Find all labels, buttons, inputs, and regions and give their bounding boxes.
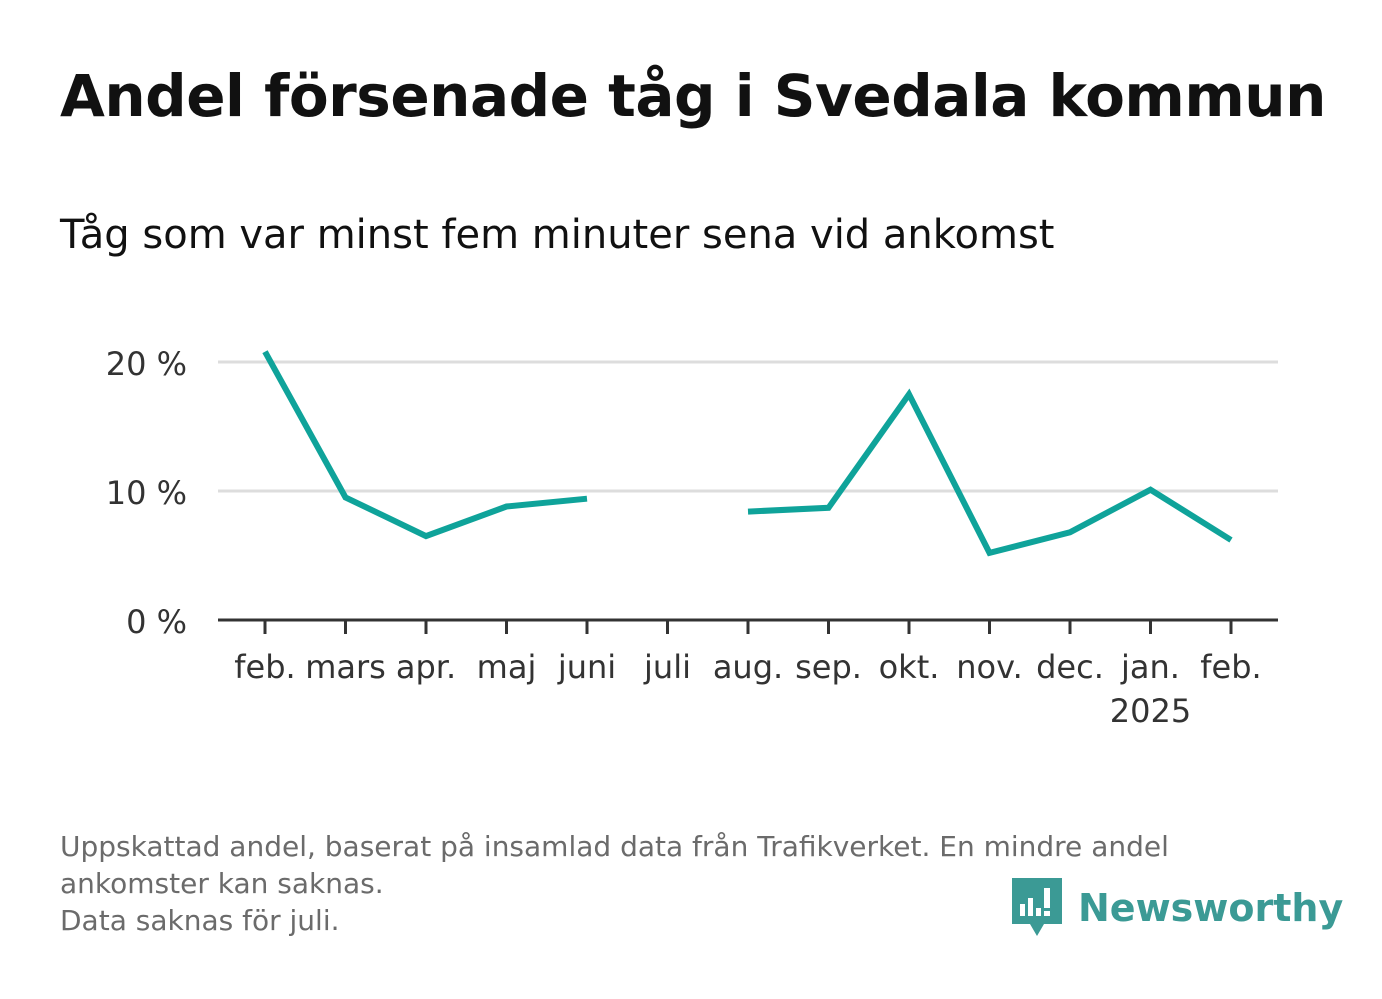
x-tick-label: maj [477, 648, 537, 686]
x-year-label: 2025 [1110, 692, 1191, 730]
x-tick-label: apr. [396, 648, 456, 686]
newsworthy-logo-icon [1012, 878, 1062, 936]
x-tick-label: juli [643, 648, 691, 686]
x-tick-label: dec. [1036, 648, 1104, 686]
x-tick-label: nov. [956, 648, 1022, 686]
chart-title: Andel försenade tåg i Svedala kommun [60, 62, 1326, 130]
x-axis [218, 618, 1278, 634]
newsworthy-brand: Newsworthy [1012, 878, 1343, 938]
footnote-line-1: Uppskattad andel, baserat på insamlad da… [60, 830, 1169, 863]
chart-footnote: Uppskattad andel, baserat på insamlad da… [60, 828, 1320, 939]
x-tick-label: juni [557, 648, 616, 686]
x-tick-label: jan. [1120, 648, 1180, 686]
series-line-segment [747, 388, 1233, 557]
footnote-line-2: ankomster kan saknas. [60, 867, 384, 900]
y-tick-label: 20 % [106, 345, 187, 383]
y-axis-labels: 0 % 10 % 20 % [106, 345, 187, 641]
brand-name: Newsworthy [1078, 886, 1344, 930]
x-tick-label: feb. [1200, 648, 1261, 686]
x-tick-label: feb. [234, 648, 295, 686]
x-tick-label: okt. [879, 648, 940, 686]
grid-lines [218, 360, 1278, 493]
x-tick-label: sep. [795, 648, 862, 686]
x-tick-label: mars [305, 648, 386, 686]
y-tick-label: 0 % [126, 603, 187, 641]
series-lines [262, 350, 1233, 557]
x-axis-labels: feb. mars apr. maj juni juli aug. sep. okt. nov. d… [234, 648, 1261, 730]
series-line-segment [262, 350, 588, 540]
y-tick-label: 10 % [106, 474, 187, 512]
footnote-line-3: Data saknas för juli. [60, 904, 340, 937]
x-tick-label: aug. [713, 648, 783, 686]
chart-subtitle: Tåg som var minst fem minuter sena vid a… [60, 212, 1055, 258]
